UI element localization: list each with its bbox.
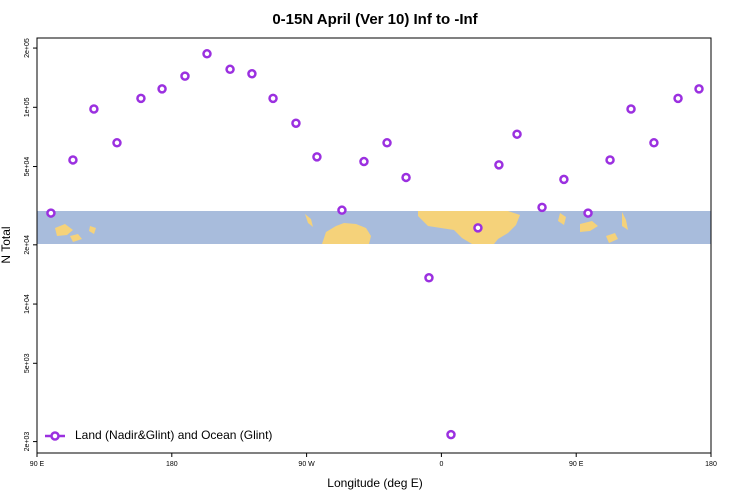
data-point [649, 138, 659, 148]
data-point [473, 223, 483, 233]
data-point [268, 93, 278, 104]
data-point [605, 155, 615, 165]
map-background [37, 211, 711, 244]
x-tick-label: 90 E [569, 461, 584, 468]
data-point [180, 71, 190, 81]
data-point [446, 429, 456, 440]
data-point [337, 205, 347, 215]
data-point [512, 129, 522, 139]
data-point [157, 84, 167, 94]
y-tick-label: 5e+04 [24, 157, 31, 177]
y-tick-label: 1e+05 [24, 97, 31, 117]
data-point [559, 174, 569, 185]
data-point [46, 208, 56, 218]
data-point [494, 160, 504, 170]
y-tick-label: 2e+04 [24, 235, 31, 255]
data-point [202, 49, 212, 59]
legend-marker [50, 431, 60, 441]
x-tick-label: 180 [166, 461, 178, 468]
data-point [291, 118, 301, 128]
data-point [382, 138, 392, 148]
data-point [136, 93, 146, 104]
y-tick-label: 2e+05 [24, 38, 31, 58]
data-point [424, 273, 434, 283]
x-tick-label: 180 [705, 461, 717, 468]
data-point [247, 69, 257, 79]
data-point [68, 155, 78, 165]
data-point [537, 202, 547, 213]
data-point [694, 84, 704, 94]
data-point [225, 64, 235, 75]
legend-label: Land (Nadir&Glint) and Ocean (Glint) [75, 428, 272, 442]
x-axis-label: Longitude (deg E) [327, 476, 422, 490]
y-tick-label: 2e+03 [24, 432, 31, 452]
x-tick-label: 90 W [298, 461, 315, 468]
y-tick-label: 1e+04 [24, 294, 31, 314]
chart-title: 0-15N April (Ver 10) Inf to -Inf [272, 11, 478, 28]
data-point [401, 172, 411, 183]
data-point [626, 104, 636, 114]
y-axis-label: N Total [0, 226, 13, 263]
data-point [89, 104, 99, 114]
data-point [312, 152, 322, 162]
data-point [359, 156, 369, 167]
data-point [112, 138, 122, 148]
data-point [673, 93, 683, 104]
x-tick-label: 90 E [30, 461, 45, 468]
y-tick-label: 5e+03 [24, 353, 31, 373]
plot-frame [36, 37, 712, 454]
data-point [583, 208, 593, 218]
x-tick-label: 0 [439, 461, 443, 468]
